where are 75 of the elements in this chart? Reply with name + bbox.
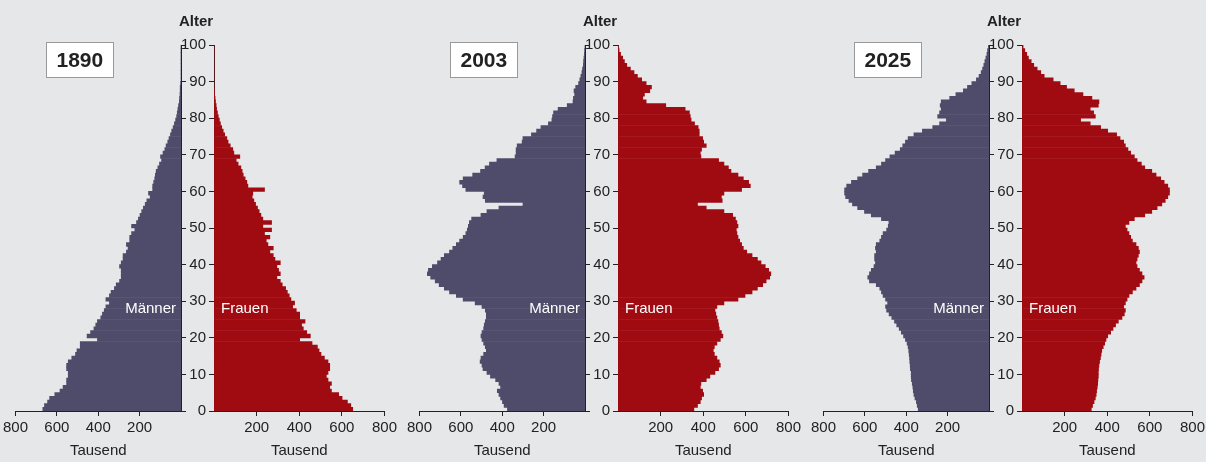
- y-tick-label: 70: [997, 144, 1015, 162]
- x-tick-label: 600: [852, 418, 878, 436]
- y-tick-label: 50: [997, 218, 1015, 236]
- chart-title: 2025: [853, 42, 923, 78]
- y-axis-title: Alter: [582, 12, 618, 29]
- annotation: Frauen: [221, 299, 269, 317]
- x-axis-title: Tausend: [674, 441, 732, 459]
- y-tick-label: 30: [997, 291, 1015, 309]
- y-tick-label: 70: [189, 144, 207, 162]
- x-tick-label: 800: [775, 418, 801, 436]
- x-tick-label: 400: [489, 418, 515, 436]
- y-tick-label: 0: [601, 401, 611, 419]
- x-tick-label: 400: [893, 418, 919, 436]
- x-tick-label: 200: [935, 418, 961, 436]
- y-tick-label: 10: [593, 364, 611, 382]
- x-tick-label: 800: [3, 418, 29, 436]
- y-tick-label: 80: [997, 108, 1015, 126]
- y-tick-label: 40: [593, 254, 611, 272]
- x-tick-label: 200: [648, 418, 674, 436]
- y-tick-label: 20: [189, 327, 207, 345]
- x-tick-label: 800: [811, 418, 837, 436]
- x-tick-label: 400: [1094, 418, 1120, 436]
- x-tick-label: 600: [448, 418, 474, 436]
- y-tick-label: 40: [997, 254, 1015, 272]
- y-tick-label: 80: [593, 108, 611, 126]
- y-tick-label: 0: [197, 401, 207, 419]
- y-tick-label: 50: [593, 218, 611, 236]
- x-tick-label: 800: [1179, 418, 1205, 436]
- y-tick-label: 10: [997, 364, 1015, 382]
- y-tick-label: 60: [189, 181, 207, 199]
- y-tick-label: 90: [997, 71, 1015, 89]
- x-axis-title: Tausend: [473, 441, 531, 459]
- annotation: Männer: [529, 299, 580, 317]
- x-tick-label: 400: [286, 418, 312, 436]
- annotation: Frauen: [625, 299, 673, 317]
- y-tick-label: 100: [585, 35, 611, 53]
- annotation: Männer: [933, 299, 984, 317]
- y-tick-label: 20: [593, 327, 611, 345]
- x-tick-label: 800: [371, 418, 397, 436]
- y-tick-label: 40: [189, 254, 207, 272]
- y-tick-label: 10: [189, 364, 207, 382]
- x-tick-label: 200: [531, 418, 557, 436]
- y-tick-label: 100: [181, 35, 207, 53]
- x-axis-title: Tausend: [69, 441, 127, 459]
- y-axis-title: Alter: [986, 12, 1022, 29]
- x-tick-label: 400: [690, 418, 716, 436]
- x-tick-label: 200: [127, 418, 153, 436]
- y-tick-label: 90: [189, 71, 207, 89]
- chart-title: 2003: [449, 42, 519, 78]
- y-tick-label: 20: [997, 327, 1015, 345]
- x-axis-title: Tausend: [1078, 441, 1136, 459]
- chart-title: 1890: [45, 42, 115, 78]
- x-tick-label: 600: [44, 418, 70, 436]
- y-axis-title: Alter: [178, 12, 214, 29]
- x-tick-label: 800: [407, 418, 433, 436]
- y-tick-label: 60: [593, 181, 611, 199]
- x-tick-label: 200: [1052, 418, 1078, 436]
- y-tick-label: 60: [997, 181, 1015, 199]
- x-axis-title: Tausend: [877, 441, 935, 459]
- x-tick-label: 600: [733, 418, 759, 436]
- x-axis-title: Tausend: [270, 441, 328, 459]
- x-tick-label: 200: [244, 418, 270, 436]
- y-tick-label: 0: [1005, 401, 1015, 419]
- x-tick-label: 600: [329, 418, 355, 436]
- y-tick-label: 30: [593, 291, 611, 309]
- y-tick-label: 70: [593, 144, 611, 162]
- y-tick-label: 50: [189, 218, 207, 236]
- y-tick-label: 80: [189, 108, 207, 126]
- y-tick-label: 100: [989, 35, 1015, 53]
- annotation: Frauen: [1029, 299, 1077, 317]
- y-tick-label: 90: [593, 71, 611, 89]
- annotation: Männer: [125, 299, 176, 317]
- x-tick-label: 600: [1137, 418, 1163, 436]
- y-tick-label: 30: [189, 291, 207, 309]
- x-tick-label: 400: [85, 418, 111, 436]
